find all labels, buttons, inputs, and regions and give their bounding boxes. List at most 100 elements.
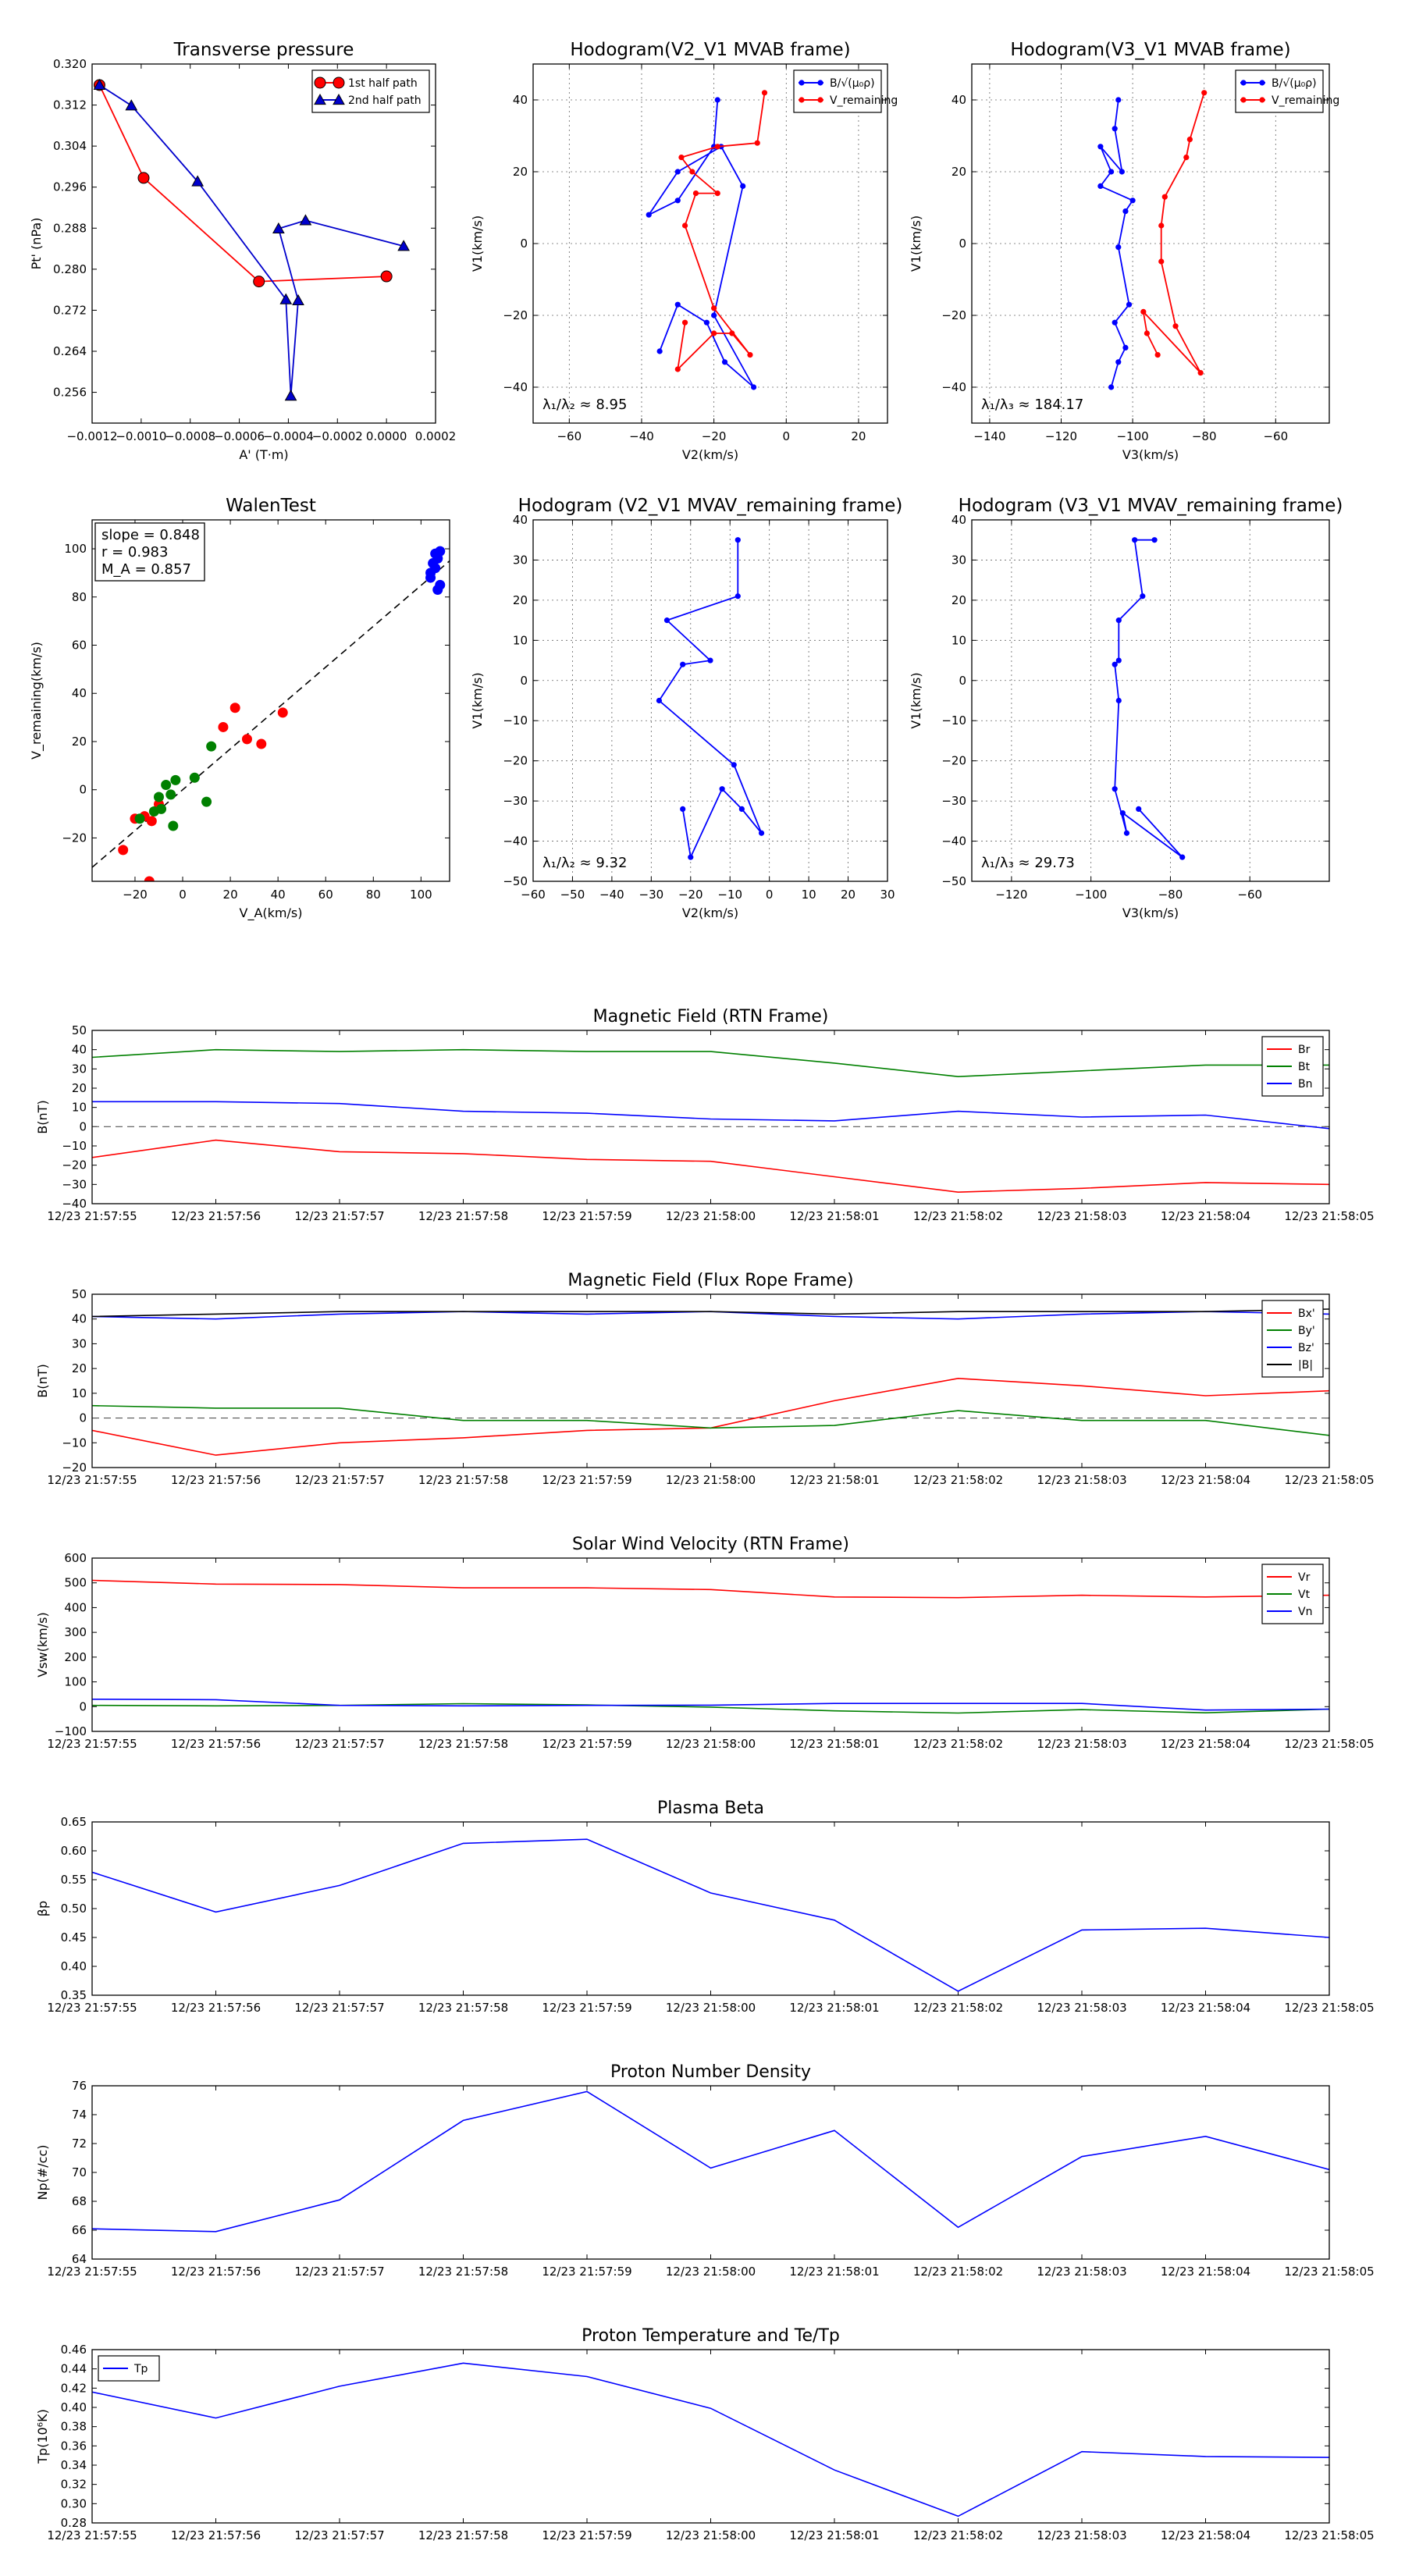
y-tick-label: 0.312 [53, 98, 87, 112]
x-tick-label: 12/23 21:58:00 [666, 1209, 756, 1223]
y-axis-label: Pt' (nPa) [29, 218, 44, 270]
legend-label: Vt [1298, 1589, 1311, 1601]
x-tick-label: 0 [179, 888, 187, 902]
x-tick-label: 12/23 21:57:59 [542, 2528, 631, 2542]
x-tick-label: 12/23 21:58:02 [913, 2265, 1003, 2279]
y-tick-label: 0.55 [61, 1873, 87, 1887]
y-tick-label: 40 [951, 93, 966, 107]
y-tick-label: 40 [513, 513, 528, 527]
y-axis-label: Np(#/cc) [35, 2145, 50, 2201]
data-point [688, 854, 694, 860]
data-point [680, 661, 686, 667]
x-tick-label: 12/23 21:57:58 [418, 1209, 508, 1223]
data-point [681, 319, 688, 326]
legend-marker [314, 93, 326, 105]
x-tick-label: −10 [717, 888, 742, 902]
y-tick-label: −10 [62, 1139, 87, 1153]
y-tick-label: −20 [941, 754, 966, 768]
x-tick-label: 12/23 21:57:55 [47, 1737, 137, 1751]
y-tick-label: 30 [951, 553, 966, 567]
y-tick-label: 0 [520, 237, 528, 251]
x-tick-label: 12/23 21:57:57 [294, 2528, 384, 2542]
data-point [1183, 155, 1190, 161]
x-tick-label: 12/23 21:58:00 [666, 1737, 756, 1751]
x-tick-label: 12/23 21:58:01 [789, 2001, 879, 2015]
plot-area [92, 2362, 1329, 2517]
legend-frame [311, 69, 430, 113]
x-tick-label: 12/23 21:57:55 [47, 2265, 137, 2279]
legend-label: 1st half path [348, 77, 418, 90]
legend: B/√(μ₀ρ) V_remaining [1235, 69, 1339, 113]
x-tick-label: 30 [880, 888, 895, 902]
legend: Br Bt Bn [1261, 1036, 1324, 1097]
legend-marker [1240, 97, 1247, 103]
chart-title: Hodogram(V3_V1 MVAB frame) [1010, 40, 1290, 60]
x-tick-label: 12/23 21:57:55 [47, 1473, 137, 1487]
y-tick-label: 0.34 [61, 2458, 87, 2472]
y-tick-label: 74 [72, 2108, 87, 2122]
legend-label: Br [1298, 1044, 1311, 1056]
data-point [1122, 208, 1129, 215]
data-point [1126, 301, 1133, 308]
legend-label: B/√(μ₀ρ) [1272, 77, 1317, 90]
data-point [380, 270, 393, 283]
x-tick-label: −50 [560, 888, 585, 902]
data-point [656, 697, 663, 704]
series-vn-line [92, 1699, 1329, 1711]
y-tick-label: 0.50 [61, 1902, 87, 1916]
x-tick-label: −20 [123, 888, 148, 902]
scatter-point [256, 738, 267, 749]
x-tick-label: 0.0002 [415, 429, 457, 443]
x-tick-label: −0.0006 [214, 429, 265, 443]
y-tick-label: −20 [941, 308, 966, 322]
scatter-point [218, 721, 229, 732]
x-tick-label: 12/23 21:57:56 [171, 1473, 261, 1487]
x-tick-label: 12/23 21:58:02 [913, 1209, 1003, 1223]
y-axis-label: B(nT) [35, 1364, 50, 1397]
x-tick-label: 12/23 21:57:58 [418, 2265, 508, 2279]
data-point [735, 537, 741, 543]
y-axis-label: V1(km/s) [909, 672, 923, 728]
x-tick-label: 12/23 21:58:03 [1037, 1737, 1126, 1751]
x-tick-label: 12/23 21:57:56 [171, 2528, 261, 2542]
data-point [1158, 258, 1165, 265]
data-point [93, 78, 106, 91]
data-point [1115, 657, 1122, 664]
chart-title: Transverse pressure [173, 40, 354, 60]
x-tick-label: −20 [678, 888, 703, 902]
x-tick-label: 12/23 21:58:02 [913, 2001, 1003, 2015]
legend-label: Tp [133, 2363, 148, 2375]
x-tick-label: 12/23 21:58:05 [1284, 1473, 1374, 1487]
y-tick-label: 20 [72, 1361, 87, 1375]
data-point [711, 305, 717, 311]
chart-tp: −0.0012−0.0010−0.0008−0.0006−0.0004−0.00… [29, 40, 456, 462]
plot-area [656, 537, 765, 860]
x-tick-label: 0 [766, 888, 774, 902]
data-point [750, 384, 757, 390]
plot-frame [971, 519, 1330, 882]
chart-h3: −60 −50 −40 −30 −20 −10 0 10 20 30−50−40−30−20−10… [470, 496, 902, 920]
x-tick-label: 12/23 21:58:01 [789, 1209, 879, 1223]
data-point [1115, 617, 1122, 624]
y-tick-label: −50 [503, 874, 528, 888]
y-tick-label: −30 [62, 1177, 87, 1191]
plot-area [93, 78, 410, 401]
x-tick-label: 12/23 21:58:02 [913, 1473, 1003, 1487]
x-tick-label: 12/23 21:58:00 [666, 2001, 756, 2015]
legend: Tp [98, 2355, 160, 2382]
x-tick-label: 12/23 21:58:03 [1037, 1209, 1126, 1223]
y-tick-label: −30 [503, 794, 528, 808]
scatter-point [229, 703, 240, 713]
chart-title: WalenTest [226, 496, 316, 516]
legend-label: Vn [1298, 1606, 1312, 1618]
y-tick-label: 66 [72, 2223, 87, 2237]
x-tick-label: 40 [271, 888, 286, 902]
y-tick-label: 0.288 [53, 221, 87, 235]
legend-marker [1259, 97, 1265, 103]
chart-title: Plasma Beta [657, 1799, 764, 1818]
series-bn-line [92, 1101, 1329, 1130]
x-tick-label: −100 [1116, 429, 1148, 443]
y-tick-label: 20 [513, 593, 528, 607]
y-tick-label: 0.304 [53, 139, 87, 153]
y-tick-label: 0.60 [61, 1844, 87, 1858]
